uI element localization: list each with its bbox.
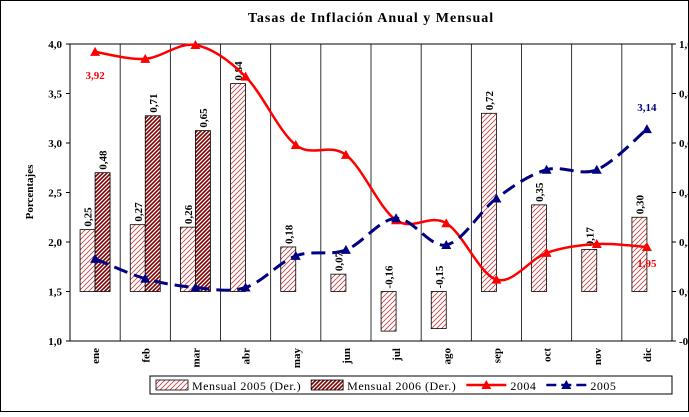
x-tick-label: sep [491, 348, 503, 363]
marker [541, 247, 552, 257]
bar [94, 172, 111, 292]
marker [641, 124, 652, 134]
bar-value-label: 0,18 [283, 224, 295, 244]
y-axis-label: Porcentajes [24, 164, 36, 219]
marker [591, 164, 602, 174]
y2-tick-label: 1,0 [679, 39, 689, 51]
marker [240, 282, 251, 292]
legend-label: Mensual 2005 (Der.) [192, 379, 301, 393]
x-tick-label: jul [391, 348, 403, 362]
bar-value-label: 0,72 [484, 91, 496, 111]
bar [280, 246, 297, 292]
marker [190, 282, 201, 292]
marker [340, 149, 351, 159]
x-tick-label: jun [341, 348, 353, 365]
bar-value-label: -0,15 [434, 265, 446, 288]
legend-marker [561, 380, 572, 389]
y2-tick-label: 0,0 [679, 287, 689, 299]
bar-value-label: 0,27 [133, 202, 145, 222]
bar-value-label: 0,17 [584, 227, 596, 247]
bar [631, 216, 648, 292]
bar [581, 249, 598, 292]
marker [290, 139, 301, 149]
x-tick-label: nov [592, 348, 604, 366]
y2-tick-label: 0,8 [679, 89, 689, 101]
bar-value-label: 0,65 [198, 108, 210, 128]
legend-label: 2005 [590, 379, 616, 393]
bar [430, 291, 447, 330]
marker [90, 253, 101, 263]
x-tick-label: ago [441, 348, 453, 365]
bar-value-label: 0,30 [634, 195, 646, 215]
marker [240, 71, 251, 81]
bar [195, 130, 211, 292]
line [94, 127, 648, 292]
marker [340, 244, 351, 254]
marker [140, 53, 151, 63]
y-tick-label: 3,0 [48, 138, 62, 150]
chart-title: Tasas de Inflación Anual y Mensual [248, 11, 494, 26]
y-tick-label: 1,0 [48, 336, 62, 348]
y-tick-label: 2,5 [48, 188, 62, 200]
y-tick-label: 3,5 [48, 89, 62, 101]
line-value-label: 1,95 [637, 258, 657, 270]
y2-tick-label: -0,2 [679, 336, 689, 348]
marker [491, 193, 502, 203]
marker [290, 250, 301, 260]
bar [330, 273, 347, 292]
bar-value-label: 0,35 [534, 182, 546, 202]
marker [441, 218, 452, 228]
bar-value-label: -0,16 [384, 265, 396, 288]
y-tick-label: 4,0 [48, 39, 62, 51]
line-value-label: 3,14 [637, 102, 657, 114]
y2-tick-label: 0,6 [679, 138, 689, 150]
x-tick-label: oct [542, 348, 554, 362]
y2-tick-label: 0,2 [679, 237, 689, 249]
legend-box [149, 375, 673, 395]
bar-value-label: 0,25 [83, 207, 95, 227]
marker [391, 213, 402, 223]
x-tick-label: ene [90, 348, 102, 364]
bar [144, 115, 161, 292]
marker [491, 274, 502, 284]
marker [140, 273, 151, 283]
marker [541, 164, 552, 174]
marker [190, 39, 201, 49]
bar [380, 291, 397, 332]
legend-swatch [155, 379, 189, 391]
x-tick-label: may [291, 348, 303, 369]
bar-value-label: 0,26 [183, 204, 195, 224]
bar [180, 226, 196, 292]
legend-label: Mensual 2006 (Der.) [347, 379, 456, 393]
line-value-label: 3,92 [85, 70, 105, 82]
y-tick-label: 2,0 [48, 237, 62, 249]
x-tick-label: mar [190, 348, 202, 368]
legend-marker [481, 380, 492, 389]
bar [531, 204, 547, 292]
x-tick-label: dic [642, 348, 654, 362]
marker [641, 241, 652, 251]
x-tick-label: feb [140, 348, 152, 363]
marker [441, 239, 452, 249]
marker [90, 46, 101, 56]
legend-label: 2004 [510, 379, 536, 393]
marker [591, 238, 602, 248]
bar-value-label: 0,71 [148, 94, 160, 113]
x-tick-label: abr [241, 348, 253, 365]
y-tick-label: 1,5 [48, 287, 62, 299]
bar [230, 83, 246, 292]
y2-tick-label: 0,4 [679, 188, 689, 200]
legend-swatch [310, 379, 344, 391]
bar-value-label: 0,48 [98, 150, 110, 170]
bar-value-label: 0,07 [333, 251, 345, 271]
